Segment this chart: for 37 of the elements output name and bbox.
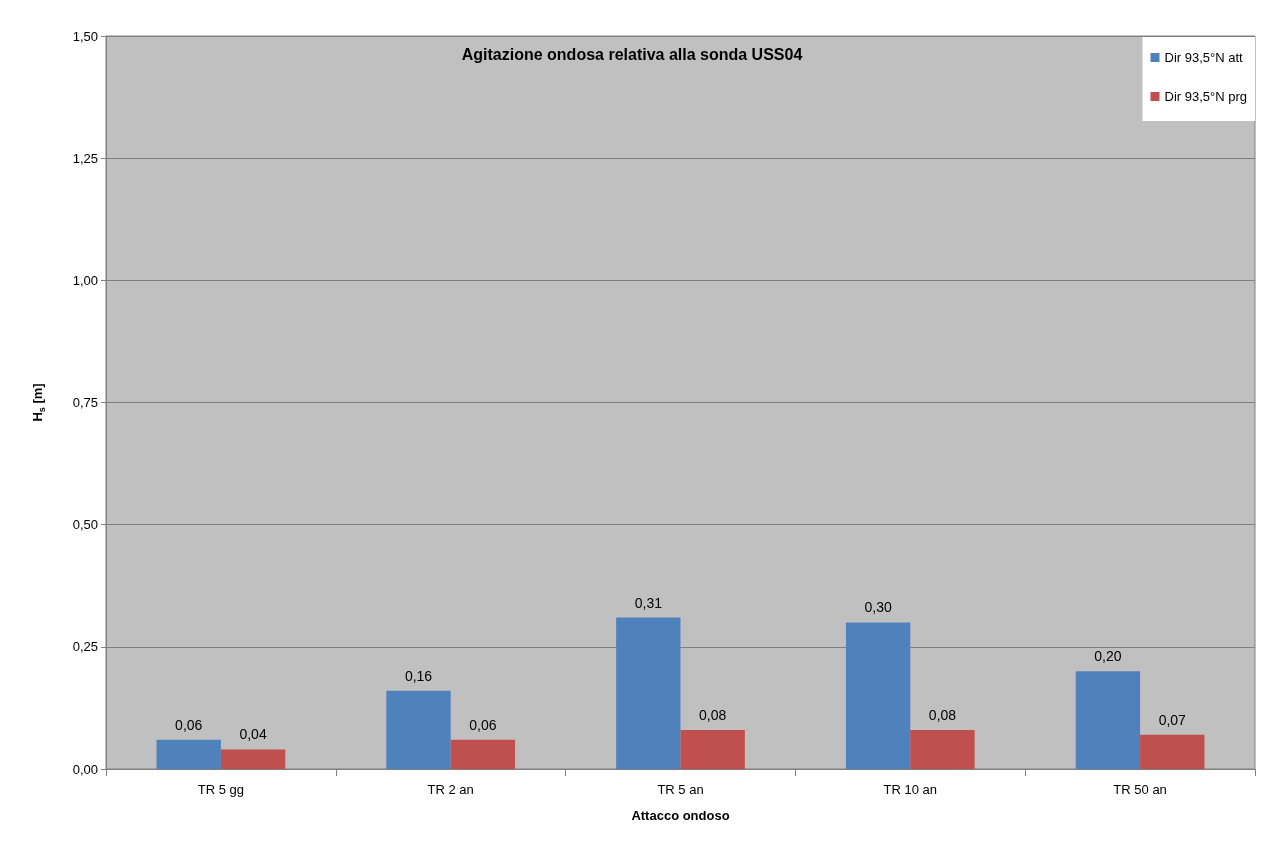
legend-label: Dir 93,5°N att bbox=[1164, 50, 1244, 65]
x-tick-label: TR 5 gg bbox=[197, 782, 245, 797]
bar bbox=[220, 749, 286, 769]
bar bbox=[680, 729, 745, 769]
y-tick-label: 1,00 bbox=[72, 272, 98, 288]
bar bbox=[1075, 671, 1141, 769]
y-axis-title: Hs [m] bbox=[30, 383, 47, 422]
data-label: 0,30 bbox=[864, 599, 892, 616]
data-label: 0,08 bbox=[699, 706, 727, 723]
data-label: 0,16 bbox=[404, 667, 433, 684]
data-label: 0,06 bbox=[175, 716, 203, 733]
y-tick-label: 0,00 bbox=[72, 761, 98, 777]
y-tick-label: 0,75 bbox=[72, 395, 98, 410]
data-label: 0,04 bbox=[239, 726, 267, 743]
data-label: 0,31 bbox=[634, 594, 663, 611]
text: Agitazione ondosa relativa alla sonda USS04 bbox=[461, 45, 803, 63]
data-label: 0,20 bbox=[1094, 648, 1122, 665]
y-tick-label: 1,50 bbox=[72, 28, 98, 44]
x-tick-label: TR 5 an bbox=[657, 782, 704, 797]
bar bbox=[1140, 734, 1205, 769]
x-tick-label: TR 2 an bbox=[427, 782, 474, 797]
bar bbox=[910, 729, 975, 769]
data-label: 0,06 bbox=[469, 716, 497, 733]
bar bbox=[156, 739, 221, 769]
data-label: 0,08 bbox=[928, 706, 957, 723]
data-label: 0,07 bbox=[1158, 711, 1187, 728]
bar bbox=[386, 690, 451, 769]
y-tick-label: 0,25 bbox=[72, 639, 98, 655]
x-tick-label: TR 10 an bbox=[883, 782, 938, 797]
legend-label: Dir 93,5°N prg bbox=[1164, 89, 1248, 104]
bar bbox=[845, 622, 911, 769]
bar bbox=[616, 617, 681, 769]
y-tick-label: 0,50 bbox=[72, 517, 98, 533]
y-tick-label: 1,25 bbox=[72, 150, 98, 166]
x-axis-title: Attacco ondoso bbox=[631, 808, 730, 823]
bar bbox=[450, 739, 516, 769]
x-tick-label: TR 50 an bbox=[1113, 782, 1167, 797]
